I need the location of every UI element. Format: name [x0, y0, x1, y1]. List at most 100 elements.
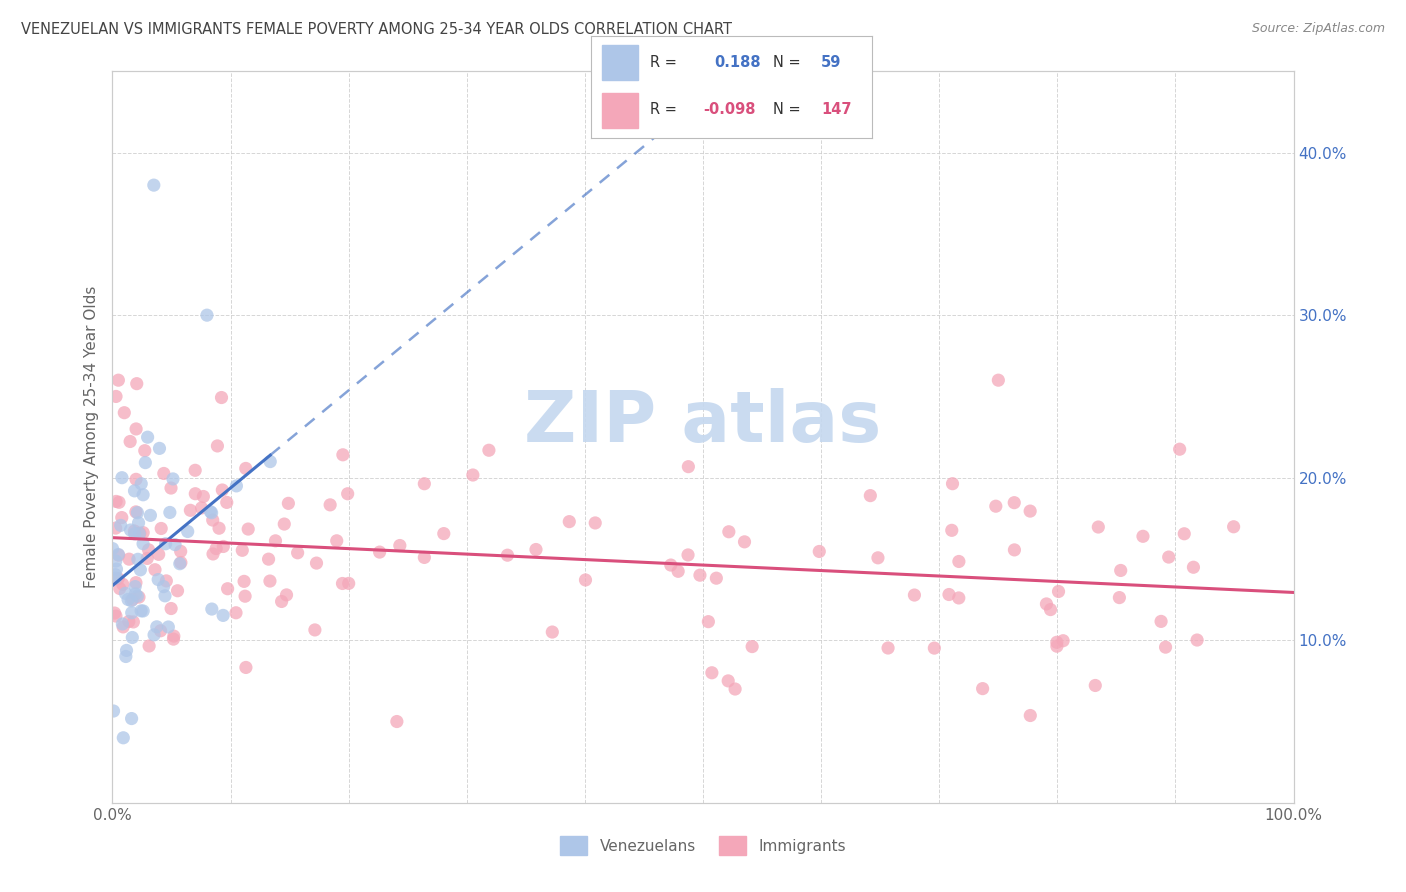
Point — [259, 454, 281, 468]
Point — [689, 568, 711, 582]
Point — [319, 498, 342, 512]
Point — [212, 608, 235, 623]
Point — [125, 472, 148, 486]
Point — [163, 629, 186, 643]
Point — [1108, 591, 1130, 605]
Point — [233, 589, 256, 603]
Point — [195, 308, 218, 322]
Point — [127, 589, 149, 603]
Point — [987, 373, 1010, 387]
Point — [128, 590, 150, 604]
Point — [104, 609, 127, 624]
Point — [368, 545, 391, 559]
Text: -0.098: -0.098 — [703, 102, 755, 117]
Point — [127, 552, 149, 566]
Point — [217, 582, 239, 596]
Point — [332, 448, 354, 462]
Point — [136, 430, 159, 444]
Point — [413, 476, 436, 491]
Point — [128, 526, 150, 541]
Point — [1002, 496, 1025, 510]
Point — [325, 533, 347, 548]
Point — [132, 525, 155, 540]
Point — [231, 543, 253, 558]
Point — [583, 516, 606, 530]
Point — [162, 472, 184, 486]
Point — [238, 522, 260, 536]
Point — [107, 548, 129, 562]
Point — [225, 479, 247, 493]
Point — [678, 459, 700, 474]
Point — [1132, 529, 1154, 543]
Point — [108, 495, 131, 509]
Point — [1019, 708, 1042, 723]
Point — [734, 534, 756, 549]
Point — [388, 539, 411, 553]
Point — [153, 589, 176, 603]
Point — [524, 542, 547, 557]
Point — [385, 714, 408, 729]
Point — [142, 178, 165, 193]
Point — [704, 571, 727, 585]
Point — [277, 496, 299, 510]
Point — [112, 731, 135, 745]
Point — [257, 552, 280, 566]
Point — [1047, 584, 1070, 599]
Point — [1182, 560, 1205, 574]
Point — [808, 544, 831, 558]
Point — [121, 712, 143, 726]
Point — [127, 506, 149, 520]
Point — [1046, 639, 1069, 653]
Point — [332, 576, 354, 591]
Point — [1109, 564, 1132, 578]
Point — [207, 439, 229, 453]
Text: R =: R = — [650, 54, 676, 70]
Point — [124, 524, 146, 538]
Point — [104, 554, 127, 568]
Point — [132, 604, 155, 618]
Point — [160, 481, 183, 495]
Point — [193, 490, 215, 504]
Point — [107, 548, 129, 562]
Point — [1154, 640, 1177, 655]
Point — [1157, 550, 1180, 565]
Point — [215, 495, 238, 509]
Point — [264, 533, 287, 548]
Point — [941, 476, 963, 491]
Point — [153, 467, 176, 481]
Point — [157, 620, 180, 634]
Point — [148, 442, 170, 456]
Point — [112, 406, 135, 420]
Point — [101, 541, 124, 556]
Text: R =: R = — [650, 102, 676, 117]
Point — [111, 577, 134, 591]
Point — [110, 518, 132, 533]
Point — [118, 552, 141, 566]
Point — [1168, 442, 1191, 457]
Point — [114, 586, 136, 600]
Point — [150, 521, 173, 535]
Point — [179, 503, 201, 517]
Point — [121, 592, 143, 607]
Point — [134, 456, 156, 470]
Point — [212, 540, 235, 554]
Point — [741, 640, 763, 654]
Point — [659, 558, 682, 572]
Point — [111, 617, 134, 632]
Point — [201, 602, 224, 616]
Point — [105, 389, 128, 403]
Point — [558, 515, 581, 529]
Point — [235, 660, 257, 674]
Point — [166, 583, 188, 598]
Point — [124, 587, 146, 601]
Point — [107, 373, 129, 387]
Point — [190, 500, 212, 515]
Point — [134, 443, 156, 458]
Point — [124, 483, 146, 498]
Point — [104, 521, 127, 535]
Point — [125, 422, 148, 436]
Point — [1084, 678, 1107, 692]
Point — [461, 468, 484, 483]
Point — [143, 628, 166, 642]
Point — [1173, 526, 1195, 541]
